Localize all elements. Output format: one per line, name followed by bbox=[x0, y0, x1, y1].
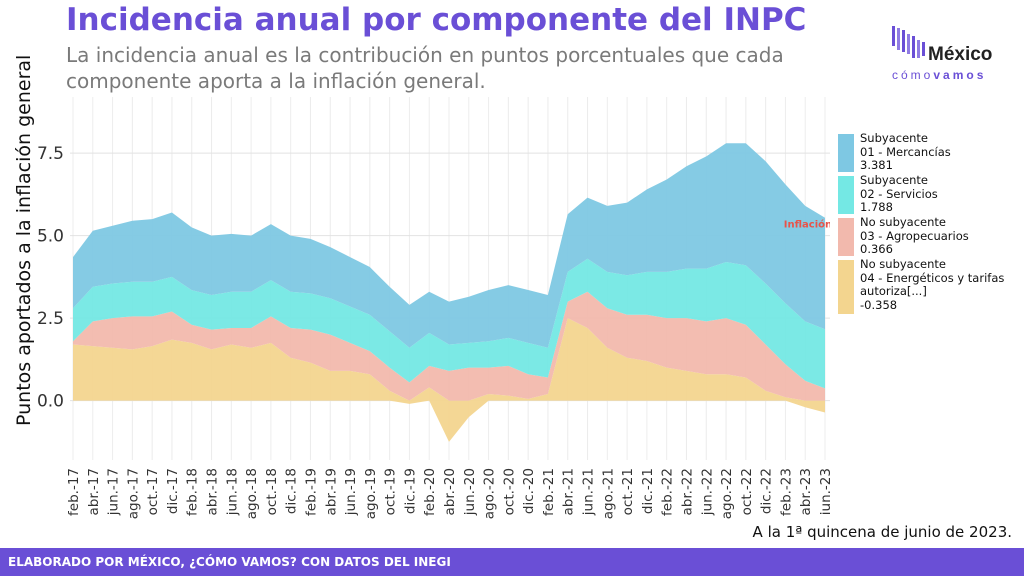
area-series bbox=[73, 291, 825, 401]
x-tick-label: oct.-22 bbox=[739, 468, 755, 515]
x-tick-label: ago.-21 bbox=[600, 468, 616, 519]
legend-line: 02 - Servicios bbox=[860, 186, 938, 201]
x-tick-label: feb.-21 bbox=[541, 468, 557, 516]
legend-line: No subyacente bbox=[860, 257, 946, 271]
area-series bbox=[73, 318, 825, 442]
legend-line: 3.381 bbox=[860, 158, 893, 172]
chart-subtitle: La incidencia anual es la contribución e… bbox=[66, 43, 784, 93]
x-tick-label: feb.-17 bbox=[66, 468, 82, 516]
x-tick-label: abr.-23 bbox=[798, 468, 814, 516]
x-tick-label: jun.-20 bbox=[462, 468, 478, 516]
x-tick-label: abr.-19 bbox=[323, 468, 339, 516]
x-tick-label: dic.-21 bbox=[640, 468, 656, 514]
x-tick-label: ago.-20 bbox=[482, 468, 498, 519]
x-tick-label: feb.-18 bbox=[185, 468, 201, 516]
legend-line: 0.366 bbox=[860, 242, 893, 256]
x-tick-label: abr.-18 bbox=[205, 468, 221, 516]
legend-line: 01 - Mercancías bbox=[860, 144, 951, 159]
legend-item-energeticos: No subyacente 04 - Energéticos y tarifas… bbox=[838, 257, 1024, 316]
legend-key-mercancias bbox=[838, 134, 854, 172]
legend-line: -0.358 bbox=[860, 297, 898, 312]
x-tick-label: abr.-21 bbox=[561, 468, 577, 516]
x-tick-label: feb.-19 bbox=[303, 468, 319, 516]
x-tick-label: dic.-17 bbox=[165, 468, 181, 514]
chart-title: Incidencia anual por componente del INPC bbox=[66, 2, 807, 38]
logo-subtext: cómovamos bbox=[892, 68, 986, 82]
logo-sub-b: vamos bbox=[933, 68, 987, 82]
x-tick-label: ago.-22 bbox=[719, 468, 735, 519]
x-tick-label: jun.-19 bbox=[343, 468, 359, 516]
legend-key-servicios bbox=[838, 176, 854, 214]
x-tick-label: ago.-18 bbox=[244, 468, 260, 519]
footer-text: ELABORADO POR MÉXICO, ¿CÓMO VAMOS? CON D… bbox=[8, 555, 451, 569]
legend-line: autoriza[...] bbox=[860, 284, 927, 298]
legend-line: Subyacente bbox=[860, 173, 929, 187]
x-tick-label: feb.-23 bbox=[778, 468, 794, 516]
date-note: A la 1ª quincena de junio de 2023. bbox=[752, 523, 1012, 541]
y-tick-label: 0.0 bbox=[37, 392, 64, 412]
legend-line: 1.788 bbox=[860, 200, 893, 214]
logo-sub-a: cómo bbox=[892, 68, 934, 82]
x-tick-label: oct.-19 bbox=[383, 468, 399, 515]
x-tick-label: oct.-21 bbox=[620, 468, 636, 515]
legend-item-mercancias: Subyacente 01 - Mercancías 3.381 bbox=[838, 131, 1024, 174]
x-tick-label: abr.-22 bbox=[679, 468, 695, 516]
x-tick-label: jun.-23 bbox=[818, 468, 830, 516]
footer-bar: ELABORADO POR MÉXICO, ¿CÓMO VAMOS? CON D… bbox=[0, 548, 1024, 576]
x-tick-label: jun.-17 bbox=[106, 468, 122, 516]
y-tick-label: 7.5 bbox=[37, 144, 64, 164]
inflation-annotation: Inflación: 5.1802 bbox=[784, 219, 830, 231]
logo-text: México bbox=[928, 44, 993, 65]
area-series bbox=[73, 258, 825, 389]
legend-line: No subyacente bbox=[860, 215, 946, 229]
legend-item-servicios: Subyacente 02 - Servicios 1.788 bbox=[838, 173, 1024, 216]
x-tick-label: dic.-19 bbox=[402, 468, 418, 514]
area-chart: 0.0 2.5 5.0 7.5 feb.-17 abr.-17 jun.-17 ago.-17… bbox=[37, 97, 830, 519]
x-tick-label: jun.-22 bbox=[699, 468, 715, 516]
x-tick-label: ago.-17 bbox=[125, 468, 141, 519]
x-tick-label: jun.-18 bbox=[224, 468, 240, 516]
y-tick-label: 2.5 bbox=[37, 309, 64, 329]
x-tick-label: dic.-18 bbox=[284, 468, 300, 514]
logo-icon bbox=[892, 26, 925, 58]
x-tick-label: abr.-17 bbox=[86, 468, 102, 516]
x-tick-label: jun.-21 bbox=[581, 468, 597, 516]
x-tick-label: ago.-19 bbox=[363, 468, 379, 519]
legend-line: Subyacente bbox=[860, 131, 929, 145]
legend-key-energeticos bbox=[838, 260, 854, 314]
x-tick-label: dic.-20 bbox=[521, 468, 537, 514]
legend-key-agropecuarios bbox=[838, 218, 854, 256]
legend-line: 03 - Agropecuarios bbox=[860, 228, 969, 243]
y-tick-label: 5.0 bbox=[37, 227, 64, 247]
legend-line: 04 - Energéticos y tarifas bbox=[860, 270, 1005, 285]
x-tick-label: feb.-22 bbox=[660, 468, 676, 516]
area-series bbox=[73, 143, 825, 348]
x-tick-label: oct.-20 bbox=[501, 468, 517, 515]
x-tick-label: dic.-22 bbox=[759, 468, 775, 514]
x-tick-label: oct.-18 bbox=[264, 468, 280, 515]
x-tick-label: feb.-20 bbox=[422, 468, 438, 516]
x-tick-label: oct.-17 bbox=[145, 468, 161, 515]
chart-legend: Subyacente 01 - Mercancías 3.381 Subyace… bbox=[838, 131, 1024, 316]
x-tick-label: abr.-20 bbox=[442, 468, 458, 516]
legend-item-agropecuarios: No subyacente 03 - Agropecuarios 0.366 bbox=[838, 215, 1024, 258]
